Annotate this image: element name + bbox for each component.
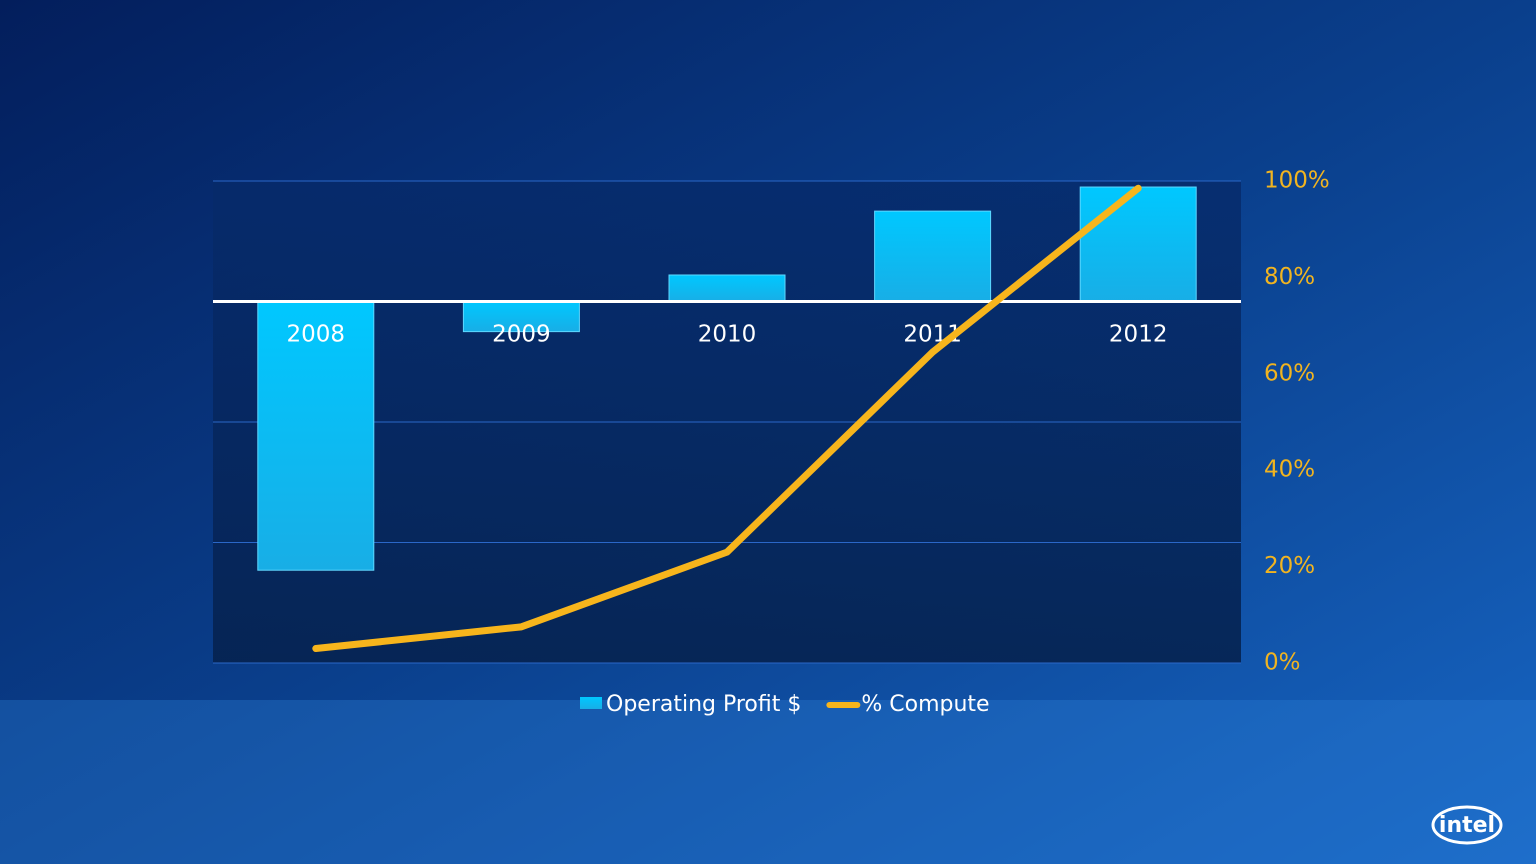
y2-tick-label: 80%: [1264, 264, 1315, 290]
logo-text: intel: [1439, 813, 1495, 838]
y2-tick-label: 100%: [1264, 168, 1330, 194]
legend-label: Operating Profit $: [606, 692, 801, 717]
x-tick-label: 2012: [1109, 322, 1168, 348]
bar: [668, 274, 786, 302]
y2-tick-label: 20%: [1264, 553, 1315, 579]
legend-swatch: [580, 697, 602, 709]
line: [312, 184, 1142, 653]
y2-tick-label: 0%: [1264, 650, 1301, 676]
floor-pattern: [0, 700, 1536, 864]
legend-label: % Compute: [861, 692, 989, 717]
y2-tick-label: 40%: [1264, 457, 1315, 483]
logo: intel: [1431, 805, 1503, 845]
x-tick-label: 2008: [287, 322, 346, 348]
bar: [257, 301, 375, 571]
x-tick-label: 2010: [698, 322, 757, 348]
bar: [1079, 186, 1197, 302]
y2-tick-label: 60%: [1264, 360, 1315, 386]
logo-ring: [1431, 805, 1503, 845]
x-tick-label: 2009: [492, 322, 551, 348]
bar: [462, 301, 580, 333]
bar: [874, 210, 992, 302]
